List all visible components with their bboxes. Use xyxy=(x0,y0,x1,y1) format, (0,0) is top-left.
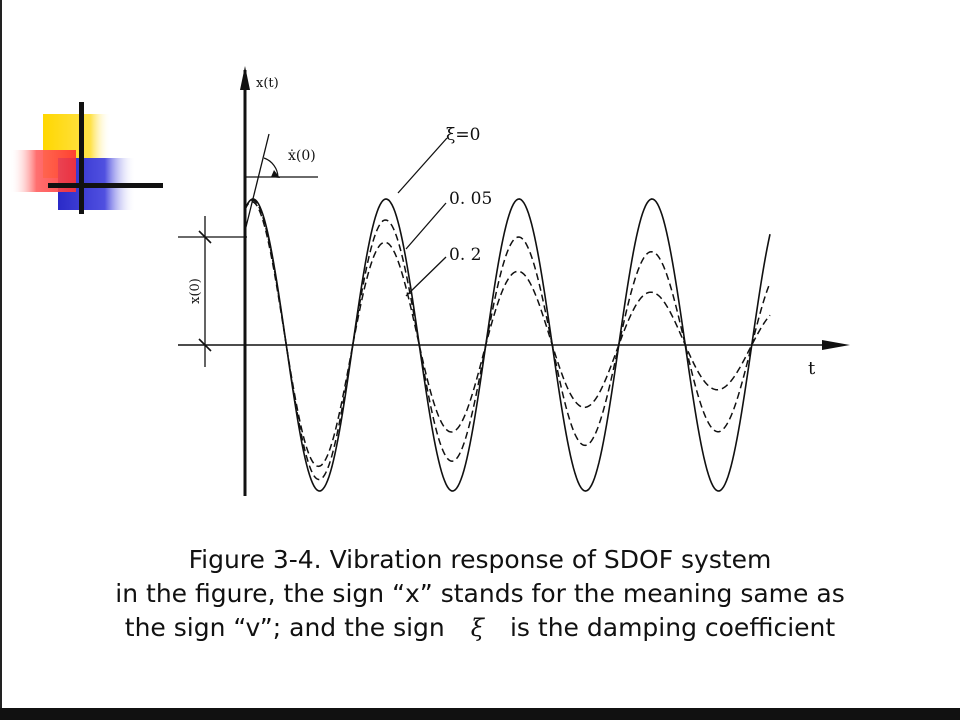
logo-vertical-bar xyxy=(79,102,84,214)
x-axis-arrow-icon xyxy=(822,340,850,350)
caption-line-3: the sign “v”; and the sign ξ is the dampin… xyxy=(40,611,920,645)
dimension-tick-bottom xyxy=(198,338,212,352)
logo-horizontal-bar xyxy=(48,183,163,188)
curve-label-005: 0. 05 xyxy=(449,189,492,209)
figure-caption: Figure 3-4. Vibration response of SDOF s… xyxy=(40,543,920,645)
vibration-response-diagram: x(t) t ẋ(0) x(0) ξ=0 0. 05 0. 2 xyxy=(178,66,850,496)
leader-line-xi0 xyxy=(397,137,448,194)
leader-line-02 xyxy=(405,256,447,297)
response-curve-damping-02 xyxy=(244,201,771,468)
bottom-bar xyxy=(0,708,960,720)
initial-velocity-label: ẋ(0) xyxy=(288,148,316,164)
response-curve-damping-005 xyxy=(244,199,771,481)
left-border-line xyxy=(0,0,2,710)
caption-line-1: Figure 3-4. Vibration response of SDOF s… xyxy=(188,545,772,574)
slope-arc-arrow-icon xyxy=(271,170,280,178)
leader-line-005 xyxy=(405,202,447,250)
initial-displacement-label: x(0) xyxy=(188,278,203,304)
caption-line-3-end: is the damping coefficient xyxy=(509,613,836,642)
x-axis-label: t xyxy=(808,358,816,379)
curve-label-xi0: ξ=0 xyxy=(446,125,480,145)
y-axis-arrow-icon xyxy=(240,66,250,90)
slide-logo-icon xyxy=(10,102,163,214)
caption-line-2: in the figure, the sign “x” stands for t… xyxy=(115,579,845,608)
y-axis-label: x(t) xyxy=(256,76,279,91)
response-curve-undamped xyxy=(244,198,771,492)
damping-symbol: ξ xyxy=(470,614,484,642)
dimension-tick-top xyxy=(198,230,212,244)
curve-label-02: 0. 2 xyxy=(449,245,481,265)
caption-line-3-start: the sign “v”; and the sign xyxy=(124,613,445,642)
tangent-line xyxy=(244,133,270,232)
